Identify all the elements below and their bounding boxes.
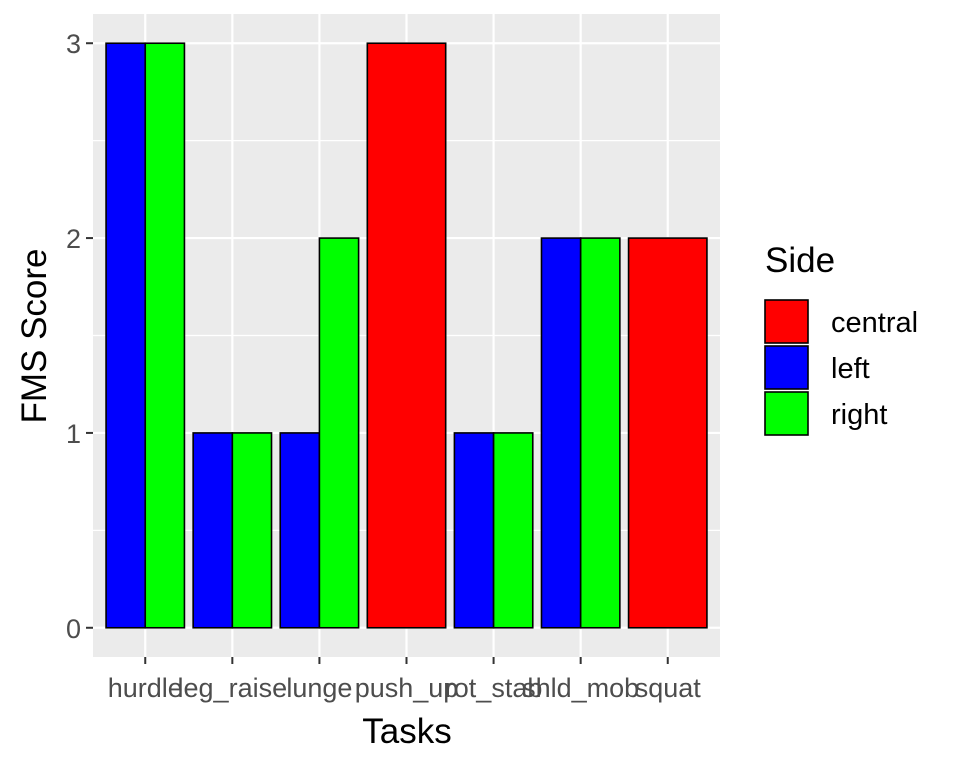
bar-leg_raise-left [192,432,234,629]
legend-label-right: right [831,399,887,431]
x-axis-title: Tasks [362,712,451,751]
bar-hurdle-left [105,42,147,629]
legend-key-right [764,391,809,436]
y-tick-label: 3 [66,29,81,59]
bar-squat-central [627,237,708,629]
y-tick-label: 1 [66,419,81,449]
x-tick-label: leg_raise [178,673,288,703]
bar-shld_mob-right [579,237,621,629]
x-tick-label: shld_mob [522,673,639,703]
bar-hurdle-right [144,42,186,629]
bar-lunge-right [318,237,360,629]
bar-lunge-left [279,432,321,629]
y-tick-label: 2 [66,224,81,254]
legend: Side central left right [764,241,918,436]
bar-push_up-central [366,42,447,629]
bar-shld_mob-left [540,237,582,629]
x-tick-label: lunge [286,673,352,703]
bar-rot_stab-right [492,432,534,629]
legend-key-left [764,345,809,390]
y-axis: 0 1 2 3 [66,29,93,644]
y-axis-title: FMS Score [15,248,54,423]
legend-title: Side [765,241,835,280]
bars [105,42,708,629]
legend-label-central: central [831,307,918,339]
legend-label-left: left [831,353,870,385]
y-tick-label: 0 [66,614,81,644]
legend-key-central [764,299,809,344]
x-tick-label: squat [635,673,702,703]
x-tick-label: push_up [355,673,459,703]
x-tick-label: rot_stab [445,673,543,703]
bar-leg_raise-right [231,432,273,629]
x-tick-label: hurdle [108,673,183,703]
bar-rot_stab-left [453,432,495,629]
